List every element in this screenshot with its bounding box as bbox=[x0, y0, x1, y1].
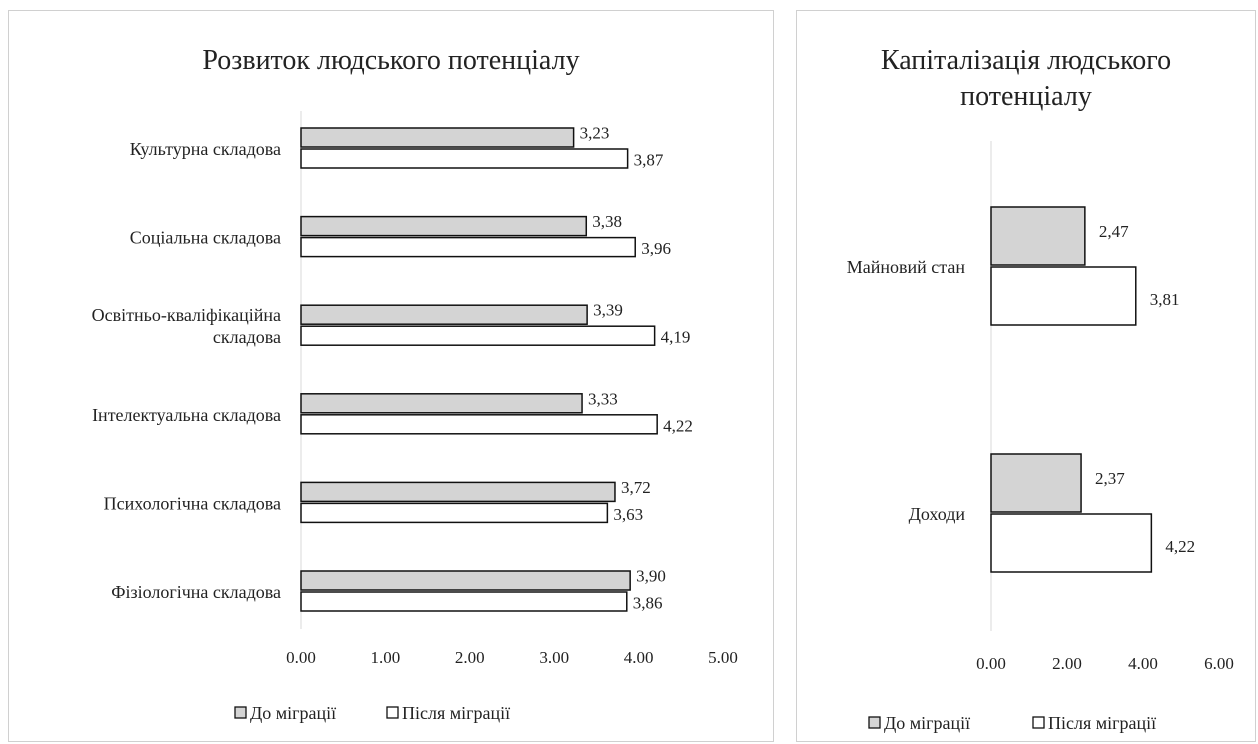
x-tick-label: 0.00 bbox=[976, 654, 1006, 673]
data-label: 4,22 bbox=[663, 416, 693, 435]
x-tick-label: 6.00 bbox=[1204, 654, 1234, 673]
bar-before bbox=[300, 304, 588, 325]
bar-before bbox=[300, 481, 616, 503]
data-label: 2,37 bbox=[1095, 469, 1125, 488]
data-label: 3,63 bbox=[613, 505, 643, 524]
legend-swatch bbox=[386, 706, 399, 719]
data-label: 3,96 bbox=[641, 239, 671, 258]
data-label: 3,33 bbox=[588, 389, 618, 408]
legend-entry: Після міграції bbox=[402, 703, 510, 723]
category-label: Майновий стан bbox=[847, 257, 966, 277]
category-label: Соціальна складова bbox=[130, 228, 281, 248]
legend-swatch bbox=[1032, 716, 1045, 729]
category-label: Фізіологічна складова bbox=[111, 582, 281, 602]
bar-before bbox=[990, 453, 1082, 513]
data-label: 4,19 bbox=[661, 328, 691, 347]
data-label: 3,38 bbox=[592, 212, 622, 231]
legend: До міграції Після міграції bbox=[868, 713, 1156, 733]
x-tick-label: 4.00 bbox=[624, 648, 654, 667]
x-tick-label: 4.00 bbox=[1128, 654, 1158, 673]
data-label: 3,87 bbox=[634, 151, 664, 170]
bar-after bbox=[300, 414, 658, 435]
bar-before bbox=[990, 206, 1086, 266]
category-label: Інтелектуальна складова bbox=[92, 405, 281, 425]
x-tick-label: 0.00 bbox=[286, 648, 316, 667]
data-label: 3,81 bbox=[1150, 290, 1180, 309]
x-tick-label: 2.00 bbox=[1052, 654, 1082, 673]
data-label: 3,72 bbox=[621, 478, 651, 497]
legend-entry: До міграції bbox=[250, 703, 336, 723]
bar-after bbox=[300, 236, 636, 258]
x-tick-label: 5.00 bbox=[708, 648, 738, 667]
legend-swatch bbox=[868, 716, 881, 729]
x-tick-label: 2.00 bbox=[455, 648, 485, 667]
bar-after bbox=[990, 513, 1153, 573]
chart-title: Капіталізація людського потенціалу bbox=[881, 45, 1171, 112]
chart-title: Розвиток людського потенціалу bbox=[202, 45, 579, 76]
legend-swatch bbox=[234, 706, 247, 719]
data-label: 2,47 bbox=[1099, 222, 1129, 241]
legend-entry: До міграції bbox=[884, 713, 970, 733]
bar-after bbox=[300, 502, 609, 524]
x-tick-label: 3.00 bbox=[539, 648, 569, 667]
category-label: Освітньо-кваліфікаційна складова bbox=[92, 305, 281, 347]
bar-before bbox=[300, 570, 631, 591]
chart-human-potential-development: Розвиток людського потенціалу Культурна … bbox=[92, 45, 738, 723]
legend: До міграції Після міграції bbox=[234, 703, 510, 723]
data-label: 3,90 bbox=[636, 567, 666, 586]
legend-entry: Після міграції bbox=[1048, 713, 1156, 733]
bar-after bbox=[300, 148, 629, 169]
bar-after bbox=[300, 325, 656, 346]
chart-human-potential-capitalization: Капіталізація людського потенціалу Майнов… bbox=[847, 45, 1234, 733]
bar-before bbox=[300, 393, 583, 414]
chart-panel-human-potential-development: Розвиток людського потенціалу Культурна … bbox=[8, 10, 774, 742]
bar-after bbox=[990, 266, 1137, 326]
data-label: 3,23 bbox=[580, 124, 610, 143]
chart-panel-human-potential-capitalization: Капіталізація людського потенціалу Майнов… bbox=[796, 10, 1256, 742]
category-label: Доходи bbox=[909, 504, 966, 524]
category-label: Культурна складова bbox=[130, 139, 281, 159]
category-label: Психологічна складова bbox=[104, 493, 281, 513]
bar-before bbox=[300, 127, 575, 148]
data-label: 3,86 bbox=[633, 594, 663, 613]
data-label: 3,39 bbox=[593, 301, 623, 320]
x-tick-label: 1.00 bbox=[371, 648, 401, 667]
bar-after bbox=[300, 591, 628, 612]
bar-before bbox=[300, 215, 588, 237]
data-label: 4,22 bbox=[1165, 537, 1195, 556]
